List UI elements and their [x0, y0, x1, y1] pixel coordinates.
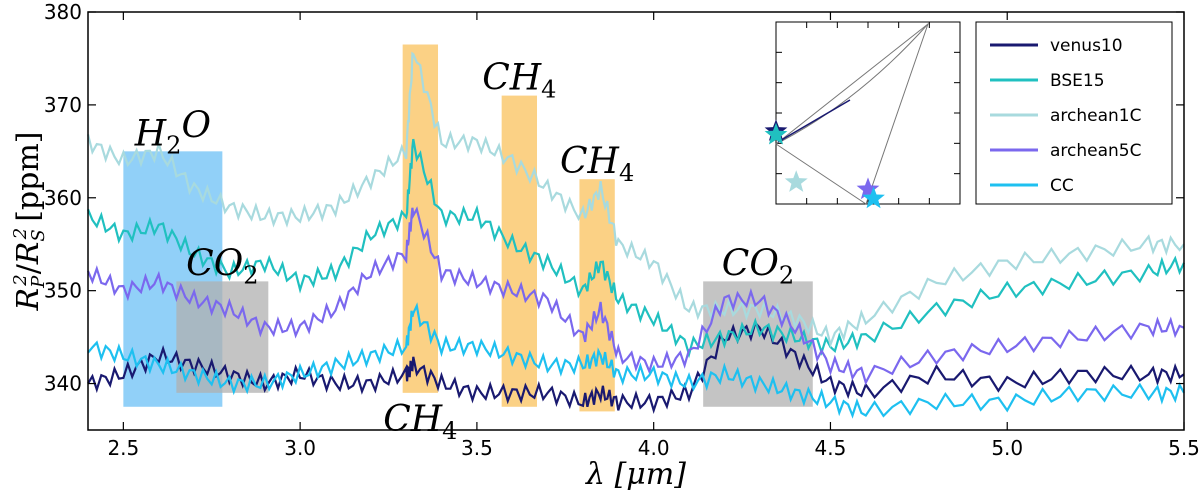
band-label-5: CO2 — [722, 243, 794, 289]
y-tick-label-2: 360 — [44, 186, 82, 210]
inset-frame — [775, 21, 961, 205]
legend-label-archean5C: archean5C — [1050, 141, 1142, 161]
band-label-0: H2O — [134, 105, 211, 159]
inset-curve — [779, 23, 929, 143]
x-tick-label-0: 2.5 — [107, 436, 139, 460]
legend-label-venus10: venus10 — [1050, 36, 1123, 56]
legend-label-BSE15: BSE15 — [1050, 71, 1105, 91]
series-line-venus10 — [87, 320, 1185, 414]
x-tick-label-6: 5.5 — [1168, 436, 1200, 460]
axis-ticks: 2.5 3.0 3.5 4.0 4.5 5.0 5.5 340 350 360 370 380 — [44, 0, 1200, 460]
legend-label-archean1C: archean1C — [1050, 106, 1142, 126]
series-lines — [86, 51, 1185, 419]
legend-label-CC: CC — [1050, 176, 1074, 196]
series-line-archean5C — [86, 206, 1185, 386]
inset-marker-BSE15 — [764, 122, 788, 145]
inset-markers — [764, 119, 885, 209]
band-label-4: CH4 — [560, 141, 634, 187]
inset-track — [777, 99, 851, 143]
band-1 — [176, 281, 269, 393]
band-label-3: CH4 — [482, 58, 556, 104]
plot-frame — [87, 11, 1185, 431]
y-tick-label-1: 350 — [44, 279, 82, 303]
series-line-archean1C — [86, 51, 1185, 349]
legend-frame — [975, 21, 1173, 205]
x-tick-label-3: 4.0 — [638, 436, 670, 460]
y-tick-label-0: 340 — [44, 372, 82, 396]
inset-marker-CC — [862, 186, 885, 209]
inset-marker-archean1C — [784, 170, 808, 192]
inset-triangle — [775, 22, 930, 205]
series-line-BSE15 — [86, 138, 1185, 359]
band-label-1: CO2 — [186, 243, 258, 289]
y-tick-label-3: 370 — [44, 93, 82, 117]
x-tick-label-1: 3.0 — [284, 436, 316, 460]
x-axis-label: λ [μm] — [585, 457, 686, 492]
series-line-CC — [87, 302, 1185, 419]
y-axis-label: RP2/RS2[ppm] — [10, 132, 49, 312]
band-label-2: CH4 — [383, 399, 457, 445]
legend: venus10 BSE15 archean1C archean5C CC — [975, 21, 1173, 205]
y-tick-label-4: 380 — [44, 0, 82, 24]
x-tick-label-5: 5.0 — [991, 436, 1023, 460]
inset-panel — [764, 21, 961, 209]
inset-marker-archean5C — [856, 177, 880, 200]
x-tick-label-2: 3.5 — [461, 436, 493, 460]
absorption-bands — [123, 44, 813, 412]
band-5 — [703, 281, 813, 407]
x-tick-label-4: 4.5 — [815, 436, 847, 460]
